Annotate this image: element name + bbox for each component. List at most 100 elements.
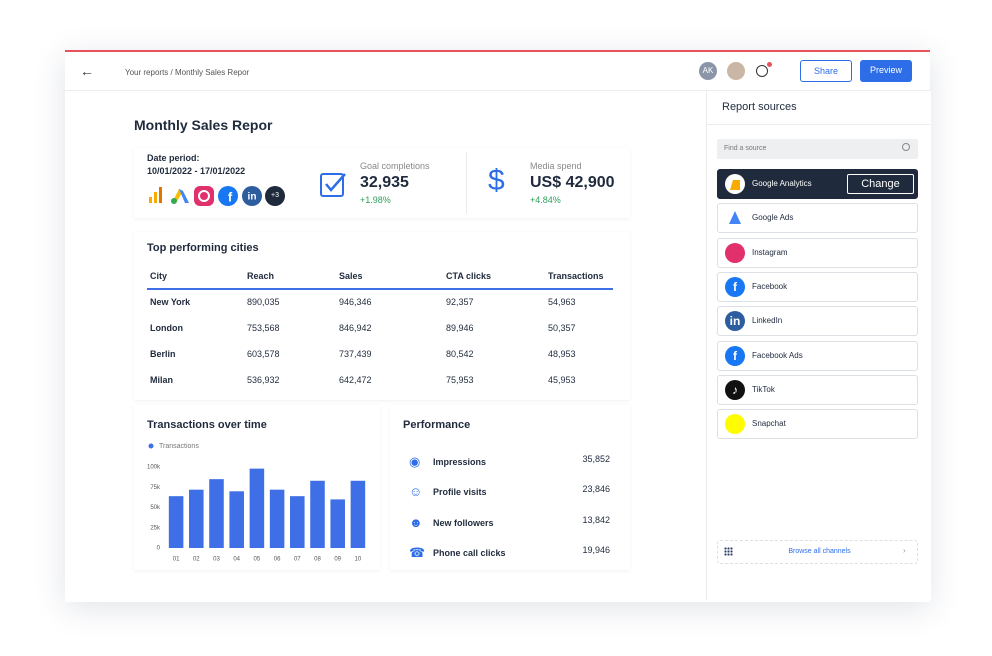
x-tick-label: 08 [314, 557, 321, 563]
table-cell: 45,953 [548, 375, 576, 385]
performance-icon: ◉ [409, 454, 421, 469]
report-title: Monthly Sales Repor [134, 117, 273, 133]
y-tick-label: 100k [147, 465, 161, 471]
table-cell: Berlin [150, 349, 176, 359]
table-cell: Milan [150, 375, 174, 385]
source-icon [725, 414, 745, 435]
performance-title: Performance [403, 419, 471, 431]
x-tick-label: 04 [233, 557, 240, 563]
divider [466, 152, 467, 214]
source-item[interactable]: in LinkedIn [717, 306, 918, 337]
spend-icon: $ [488, 164, 505, 197]
x-tick-label: 02 [193, 557, 200, 563]
avatar-photo[interactable] [727, 62, 745, 80]
table-cell: New York [150, 297, 191, 307]
kpi-label: Media spend [530, 161, 582, 171]
column-header: Sales [339, 271, 363, 281]
performance-value: 23,846 [582, 484, 610, 494]
source-item[interactable]: Snapchat [717, 409, 918, 440]
bar [350, 480, 366, 548]
table-cell: 846,942 [339, 323, 372, 333]
source-icons: f in [149, 186, 285, 206]
performance-label: Impressions [433, 457, 487, 467]
back-arrow[interactable]: ← [80, 63, 94, 79]
y-tick-label: 25k [150, 525, 161, 531]
bar [310, 480, 325, 548]
table-cell: 80,542 [446, 349, 474, 359]
table-cell: London [150, 323, 183, 333]
change-button[interactable]: Change [847, 174, 914, 194]
source-item[interactable]: f Facebook Ads [717, 340, 918, 371]
source-name: LinkedIn [752, 316, 783, 326]
table-cell: 54,963 [548, 297, 576, 307]
date-label: Date period: [147, 153, 200, 163]
y-tick-label: 0 [157, 546, 161, 552]
table-cell: 737,439 [339, 349, 372, 359]
more-sources: +3 [271, 192, 279, 199]
date-range: 10/01/2022 - 17/01/2022 [147, 166, 246, 176]
legend-dot [148, 443, 154, 449]
table-cell: 753,568 [247, 323, 280, 333]
bar [249, 468, 265, 548]
search-box[interactable] [717, 139, 918, 159]
legend-label: Transactions [159, 443, 199, 450]
source-name: TikTok [752, 384, 775, 394]
source-icon: in [725, 311, 745, 332]
table-cell: 50,357 [548, 323, 576, 333]
x-tick-label: 07 [294, 557, 301, 563]
browse-link[interactable]: Browse all channels [788, 548, 851, 555]
chat-icon[interactable] [756, 65, 768, 77]
x-tick-label: 06 [274, 557, 281, 563]
summary-card [134, 148, 630, 218]
column-header: Transactions [548, 271, 604, 281]
column-header: Reach [247, 271, 275, 281]
x-tick-label: 01 [173, 557, 180, 563]
bar [330, 499, 345, 548]
x-tick-label: 05 [254, 557, 261, 563]
x-tick-label: 09 [334, 557, 341, 563]
source-item[interactable]: Google Analytics Change [717, 169, 918, 199]
source-item[interactable]: ♪ TikTok [717, 374, 918, 405]
share-button[interactable]: Share [800, 60, 852, 82]
source-icon [725, 242, 745, 263]
bar [209, 479, 224, 548]
table-title: Top performing cities [147, 242, 259, 254]
table-header-line [147, 288, 613, 290]
source-item[interactable]: f Facebook [717, 271, 918, 302]
table-cell: 92,357 [446, 297, 474, 307]
breadcrumb[interactable]: Your reports / Monthly Sales Repor [125, 68, 250, 77]
source-name: Facebook Ads [752, 350, 803, 360]
bar [189, 489, 204, 548]
bar [229, 491, 244, 548]
performance-value: 13,842 [582, 515, 610, 525]
performance-value: 19,946 [582, 545, 610, 555]
header [65, 52, 930, 91]
kpi-label: Goal completions [360, 161, 430, 171]
table-card [134, 232, 630, 400]
source-icon: f [725, 345, 745, 366]
preview-button[interactable]: Preview [860, 60, 912, 82]
browse-box[interactable] [717, 540, 918, 564]
search-placeholder: Find a source [724, 145, 767, 152]
table-cell: 946,346 [339, 297, 372, 307]
bar-chart: 0 25k 50k 75k 100k Transactions 01 02 03 04 05 06 07… [147, 443, 366, 563]
table-cell: 75,953 [446, 375, 474, 385]
column-header: City [150, 271, 168, 281]
bar [168, 496, 184, 548]
column-header: CTA clicks [446, 271, 492, 281]
grid-icon [724, 547, 733, 556]
source-item[interactable]: Google Ads [717, 203, 918, 234]
kpi-change: +4.84% [530, 195, 561, 205]
performance-label: Profile visits [433, 487, 487, 497]
y-tick-label: 75k [150, 485, 161, 491]
avatar[interactable]: AK [699, 62, 717, 80]
svg-text:f: f [228, 189, 233, 204]
performance-label: New followers [433, 518, 494, 528]
source-icon: f [725, 276, 745, 297]
notification-dot [767, 62, 772, 67]
table-cell: 89,946 [446, 323, 474, 333]
search-icon [902, 143, 910, 151]
source-item[interactable]: Instagram [717, 237, 918, 268]
performance-value: 35,852 [582, 454, 610, 464]
